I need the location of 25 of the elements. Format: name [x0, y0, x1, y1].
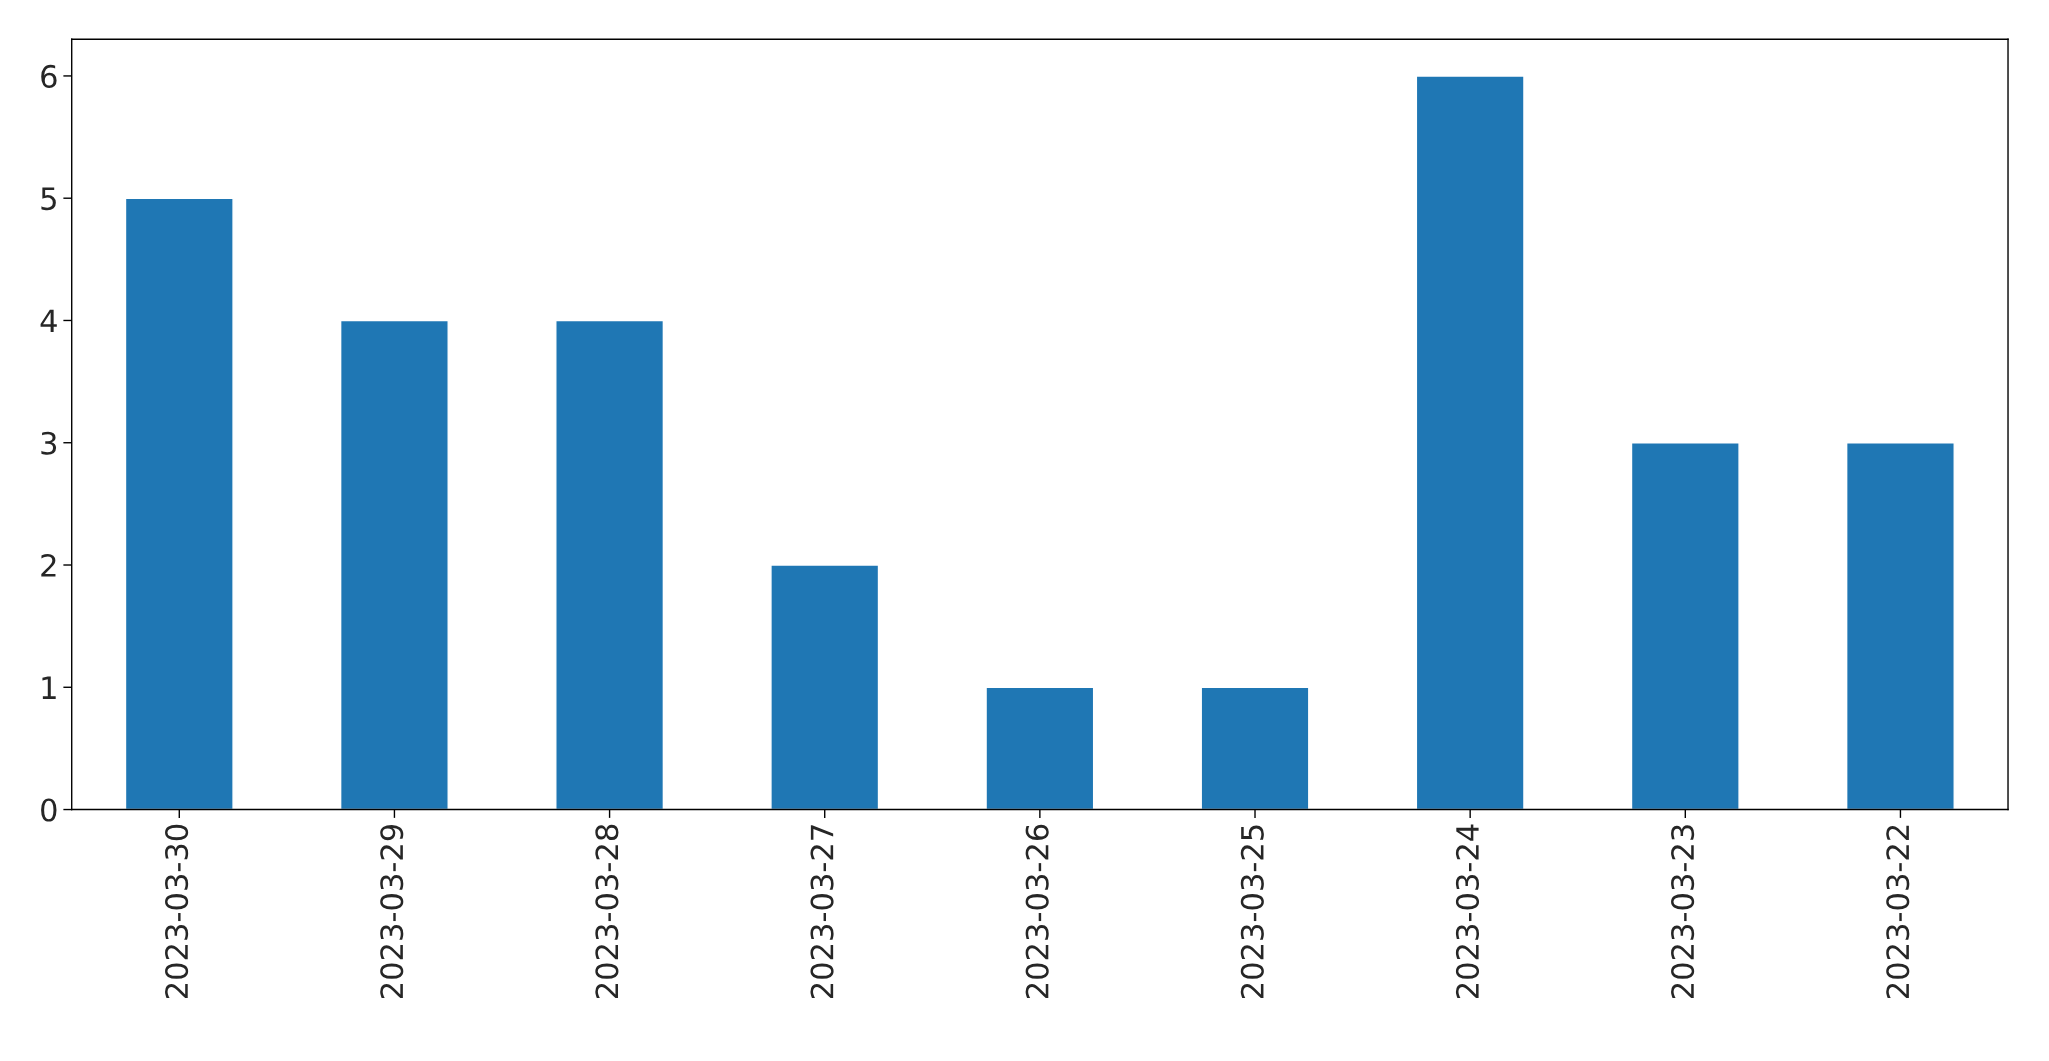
y-tick-label: 4: [40, 309, 57, 333]
bar: [770, 564, 880, 810]
x-tick-label: 2023-03-27: [810, 825, 834, 999]
bar: [124, 197, 234, 810]
x-tick-label: 2023-03-24: [1455, 824, 1480, 999]
x-tick-label: 2023-03-23: [1671, 825, 1695, 999]
bar: [1200, 686, 1310, 810]
x-tick-label: 2023-03-29: [380, 824, 404, 999]
y-tick-label: 5: [41, 187, 56, 211]
x-tick-label: 2023-03-22: [1886, 825, 1910, 999]
y-tick-label: 3: [41, 431, 57, 455]
x-tick-label: 2023-03-28: [595, 824, 619, 999]
x-tick-label: 2023-03-30: [165, 824, 189, 999]
bar: [1630, 442, 1740, 810]
bar: [1415, 75, 1525, 810]
y-tick-label: 1: [42, 676, 56, 699]
x-tick-label: 2023-03-26: [1025, 824, 1049, 999]
y-tick-label: 0: [41, 798, 57, 822]
bar: [1845, 442, 1955, 810]
y-tick-label: 2: [41, 553, 56, 577]
bar: [339, 319, 449, 810]
bar: [985, 686, 1095, 810]
y-tick-label: 6: [41, 64, 57, 88]
x-tick-label: 2023-03-25: [1240, 825, 1264, 999]
bar: [555, 319, 665, 810]
